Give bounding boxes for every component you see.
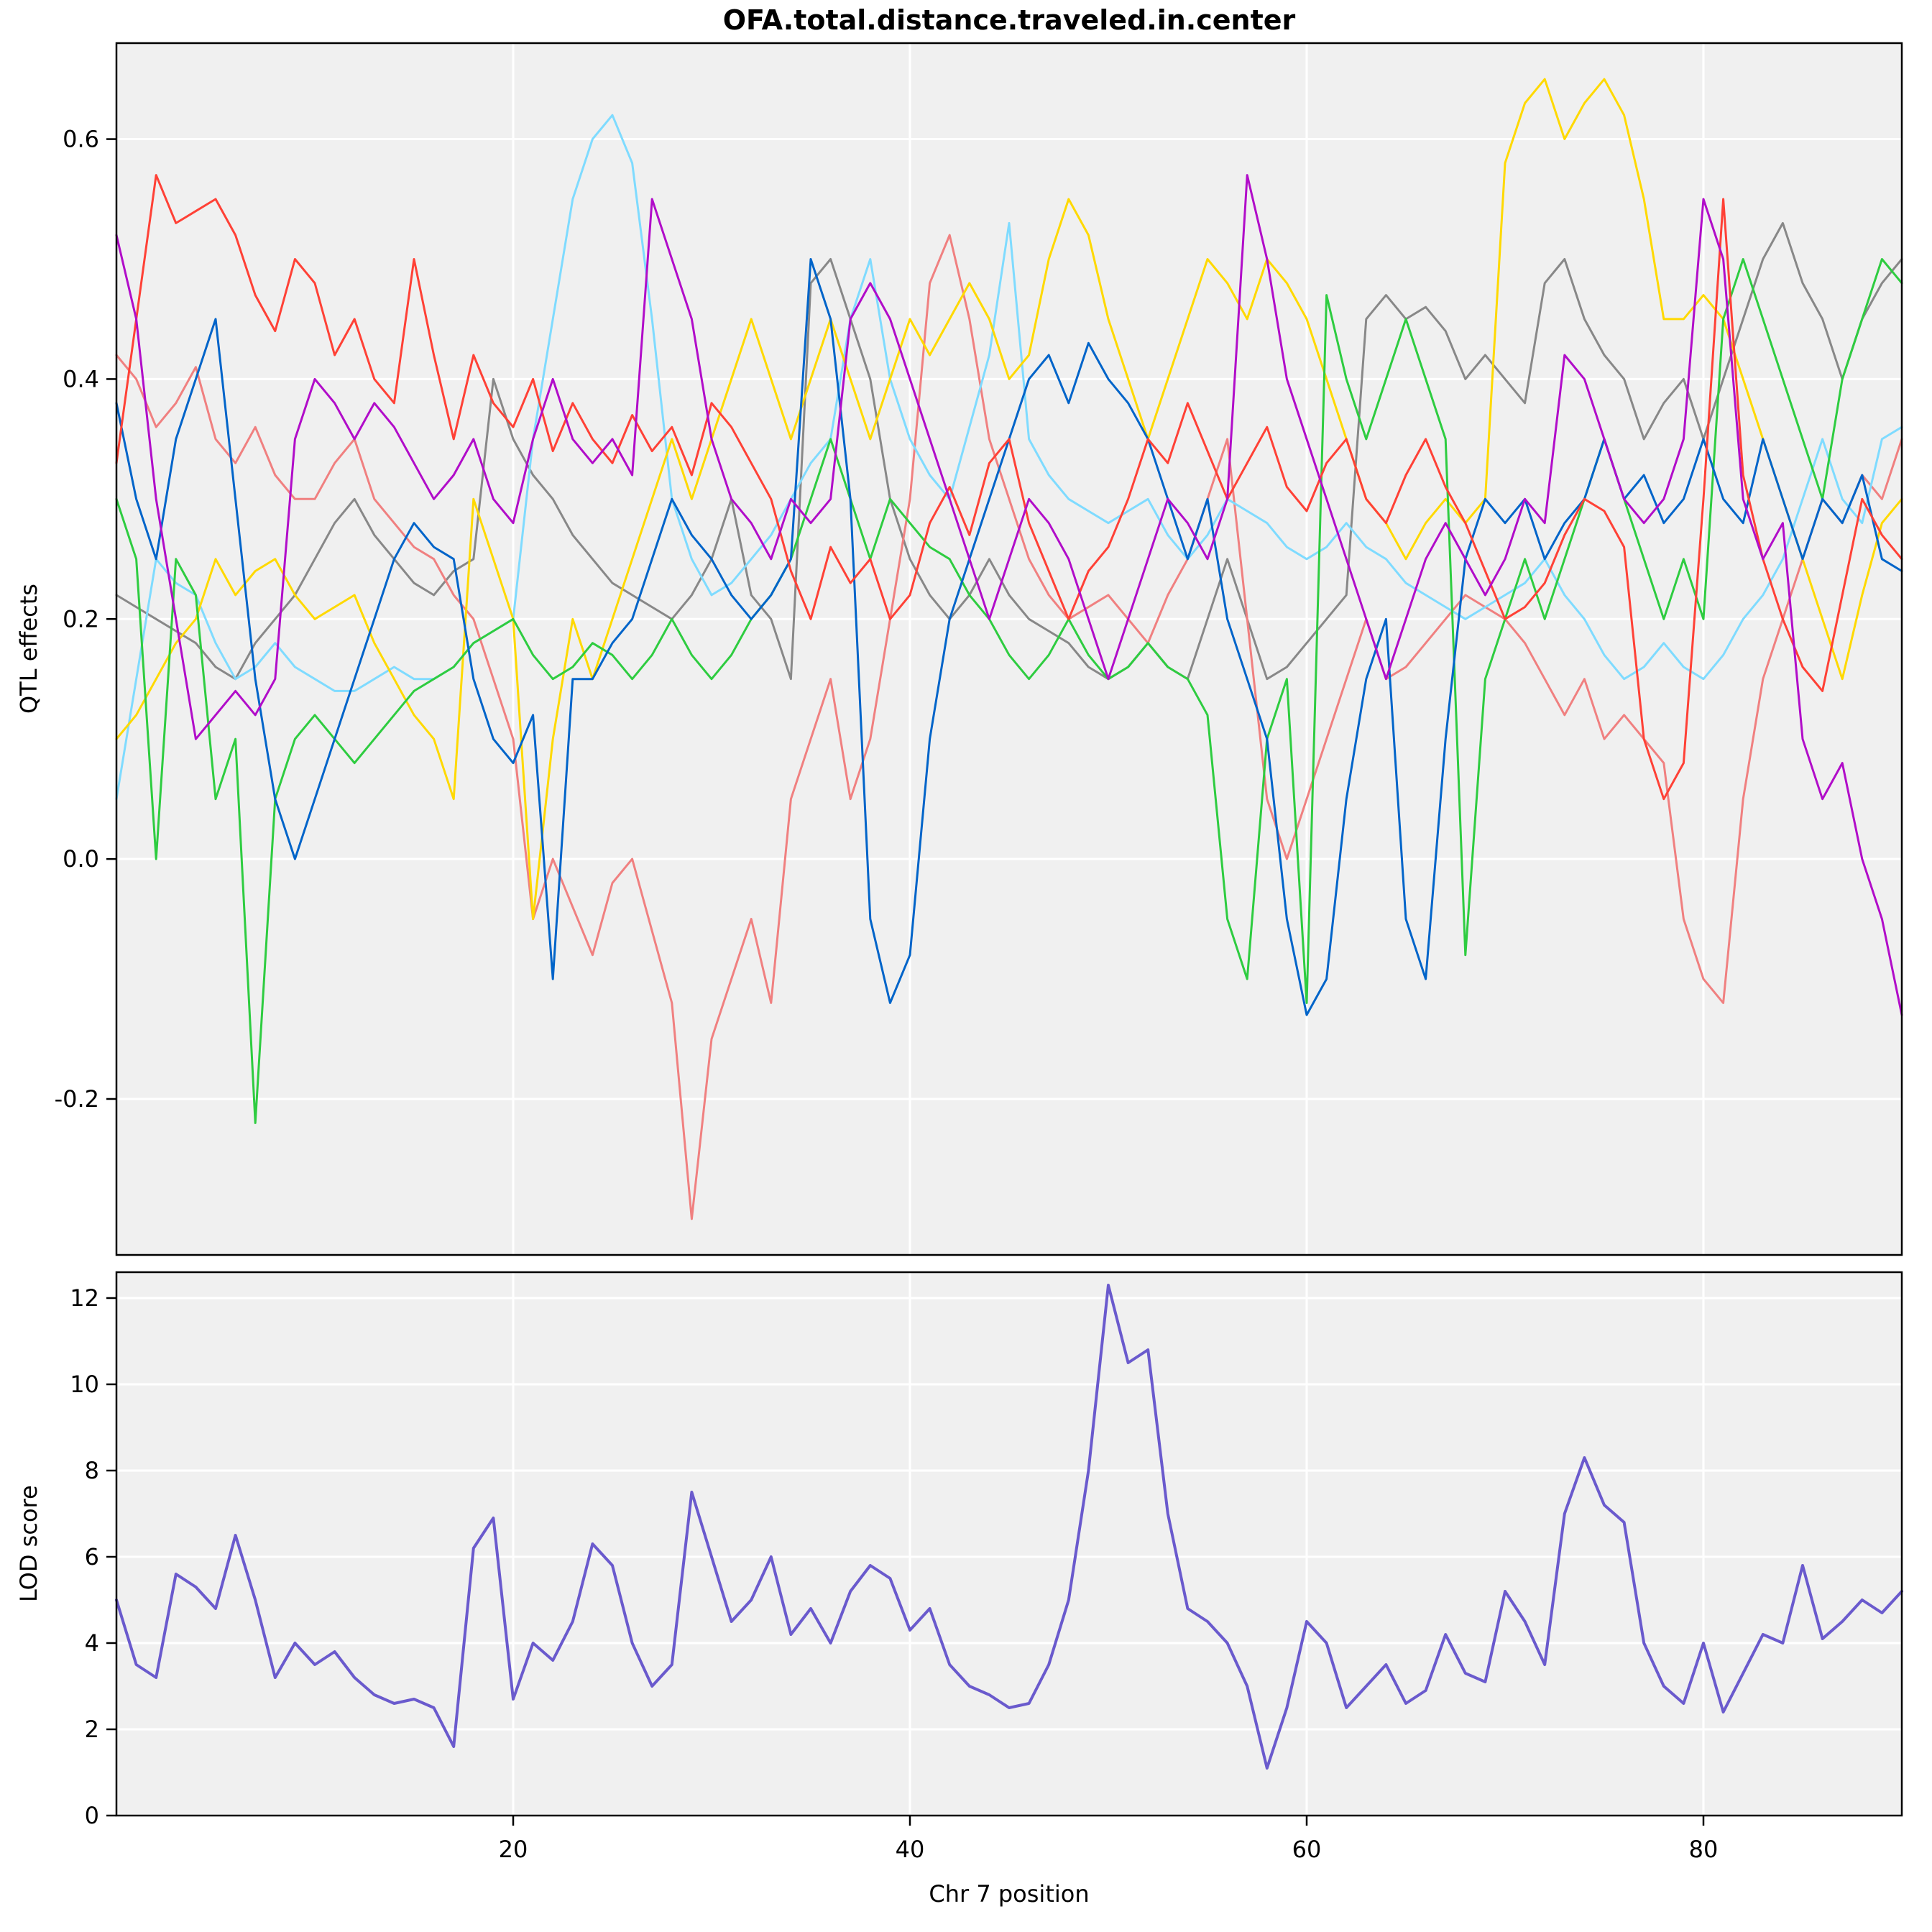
svg-text:8: 8 [85, 1457, 99, 1484]
lod-score-axis-label: LOD score [15, 1485, 42, 1603]
svg-text:0.0: 0.0 [63, 845, 99, 873]
chart-title: OFA.total.distance.traveled.in.center [722, 4, 1296, 36]
svg-text:40: 40 [896, 1836, 925, 1863]
svg-text:0.6: 0.6 [63, 126, 99, 153]
svg-text:0.2: 0.2 [63, 605, 99, 632]
svg-text:4: 4 [85, 1629, 99, 1657]
svg-text:0: 0 [85, 1802, 99, 1829]
svg-text:0.4: 0.4 [63, 365, 99, 392]
svg-text:-0.2: -0.2 [55, 1085, 99, 1113]
svg-text:20: 20 [499, 1836, 528, 1863]
svg-text:10: 10 [70, 1371, 99, 1398]
svg-text:2: 2 [85, 1716, 99, 1743]
svg-text:12: 12 [70, 1284, 99, 1312]
qtl-effects-axis-label: QTL effects [15, 584, 42, 714]
svg-text:80: 80 [1689, 1836, 1719, 1863]
x-axis-label: Chr 7 position [929, 1880, 1090, 1908]
svg-text:6: 6 [85, 1543, 99, 1570]
svg-text:60: 60 [1292, 1836, 1322, 1863]
